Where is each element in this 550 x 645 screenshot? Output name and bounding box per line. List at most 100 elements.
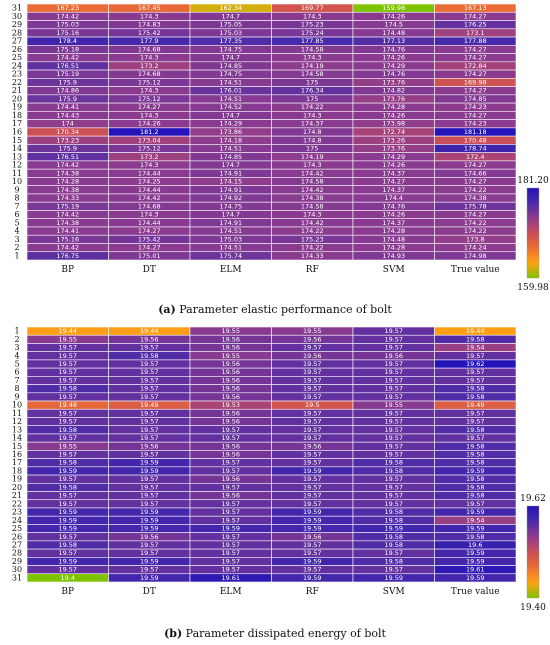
row-label: 11 xyxy=(12,169,22,178)
cell-value: 19.59 xyxy=(303,516,322,524)
row-label: 22 xyxy=(12,78,22,87)
row-label: 29 xyxy=(12,557,22,566)
cell-value: 19.59 xyxy=(303,525,322,533)
column-label: ELM xyxy=(220,587,242,597)
cell-value: 19.58 xyxy=(58,541,77,549)
cell-value: 19.57 xyxy=(303,541,322,549)
cell-value: 19.57 xyxy=(58,492,77,500)
row-label: 10 xyxy=(12,177,22,186)
cell-value: 174.7 xyxy=(221,12,240,20)
cell-value: 19.57 xyxy=(140,566,159,574)
cell-value: 175.42 xyxy=(138,29,161,37)
column-label: DT xyxy=(143,265,156,275)
caption-a-letter: (a) xyxy=(158,303,176,316)
cell-value: 19.56 xyxy=(221,344,240,352)
row-label: 7 xyxy=(14,376,19,385)
cell-value: 174.33 xyxy=(301,252,324,260)
cell-value: 174.38 xyxy=(56,219,79,227)
cell-value: 19.57 xyxy=(303,434,322,442)
cell-value: 174.23 xyxy=(464,103,487,111)
column-label: True value xyxy=(451,587,500,597)
cell-value: 19.57 xyxy=(221,434,240,442)
cell-value: 19.57 xyxy=(140,376,159,384)
cell-value: 19.57 xyxy=(384,434,403,442)
cell-value: 19.57 xyxy=(58,475,77,483)
cell-value: 177.35 xyxy=(219,37,242,45)
cell-value: 174.3 xyxy=(303,12,322,20)
cell-value: 174.51 xyxy=(219,227,242,235)
cell-value: 175.12 xyxy=(138,95,161,103)
row-label: 12 xyxy=(12,161,22,170)
cell-value: 19.55 xyxy=(221,352,240,360)
cell-value: 175.01 xyxy=(138,252,161,260)
cell-value: 19.57 xyxy=(384,376,403,384)
cell-value: 174.24 xyxy=(464,244,487,252)
cell-value: 19.58 xyxy=(58,459,77,467)
cell-value: 19.58 xyxy=(466,335,485,343)
cell-value: 19.57 xyxy=(140,409,159,417)
cell-value: 174.22 xyxy=(464,227,487,235)
cell-value: 19.58 xyxy=(58,426,77,434)
cell-value: 174.91 xyxy=(219,186,242,194)
cell-value: 174.42 xyxy=(301,169,324,177)
cell-value: 174.41 xyxy=(56,103,79,111)
cell-value: 174.22 xyxy=(301,103,324,111)
cell-value: 178.74 xyxy=(464,145,487,153)
cell-value: 19.57 xyxy=(221,500,240,508)
colorbar xyxy=(526,187,540,279)
cell-value: 174.42 xyxy=(56,161,79,169)
caption-b: (b) Parameter dissipated energy of bolt xyxy=(0,627,550,640)
cell-value: 173.8 xyxy=(466,235,485,243)
cell-value: 19.57 xyxy=(303,368,322,376)
colorbar-max-label: 19.62 xyxy=(520,494,546,504)
column-label: True value xyxy=(451,265,500,275)
cell-value: 19.59 xyxy=(384,525,403,533)
cell-value: 174.68 xyxy=(138,70,161,78)
cell-value: 176.51 xyxy=(56,62,79,70)
row-label: 24 xyxy=(12,61,22,70)
cell-value: 175.24 xyxy=(301,29,324,37)
cell-value: 174.18 xyxy=(219,136,242,144)
cell-value: 175.23 xyxy=(301,21,324,29)
cell-value: 19.59 xyxy=(466,574,485,582)
cell-value: 19.55 xyxy=(221,327,240,335)
cell-value: 174.7 xyxy=(221,111,240,119)
cell-value: 174.38 xyxy=(464,194,487,202)
cell-value: 19.58 xyxy=(466,475,485,483)
cell-value: 174.3 xyxy=(303,211,322,219)
cell-value: 19.59 xyxy=(466,508,485,516)
cell-value: 175.05 xyxy=(219,21,242,29)
cell-value: 174.27 xyxy=(464,54,487,62)
cell-value: 177.88 xyxy=(464,37,487,45)
cell-value: 174.42 xyxy=(56,54,79,62)
cell-value: 174.37 xyxy=(382,219,405,227)
cell-value: 19.57 xyxy=(140,549,159,557)
cell-value: 175.12 xyxy=(138,78,161,86)
cell-value: 177.9 xyxy=(140,37,159,45)
cell-value: 19.57 xyxy=(58,533,77,541)
cell-value: 19.57 xyxy=(466,409,485,417)
cell-value: 19.57 xyxy=(384,492,403,500)
row-label: 23 xyxy=(12,508,22,517)
cell-value: 19.57 xyxy=(58,500,77,508)
cell-value: 19.49 xyxy=(466,401,485,409)
row-label: 10 xyxy=(12,401,22,410)
cell-value: 19.57 xyxy=(140,344,159,352)
cell-value: 19.58 xyxy=(140,352,159,360)
cell-value: 19.57 xyxy=(58,344,77,352)
cell-value: 167.13 xyxy=(464,4,487,12)
cell-value: 174.83 xyxy=(138,21,161,29)
cell-value: 174.82 xyxy=(382,87,405,95)
cell-value: 19.56 xyxy=(221,418,240,426)
cell-value: 173.98 xyxy=(382,120,405,128)
caption-b-text: Parameter dissipated energy of bolt xyxy=(185,627,386,640)
cell-value: 174.28 xyxy=(382,244,405,252)
cell-value: 174.76 xyxy=(382,202,405,210)
cell-value: 19.57 xyxy=(384,385,403,393)
cell-value: 175.19 xyxy=(56,70,79,78)
cell-value: 19.59 xyxy=(140,459,159,467)
cell-value: 174.28 xyxy=(382,227,405,235)
cell-value: 19.57 xyxy=(58,418,77,426)
cell-value: 173.86 xyxy=(219,128,242,136)
cell-value: 174 xyxy=(62,120,74,128)
